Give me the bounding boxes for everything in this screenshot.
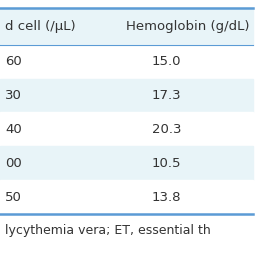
- Text: 13.8: 13.8: [151, 191, 181, 204]
- Bar: [0, 146, 253, 180]
- Text: 00: 00: [5, 157, 22, 170]
- Text: 17.3: 17.3: [151, 89, 181, 102]
- Text: 10.5: 10.5: [151, 157, 181, 170]
- Bar: [0, 45, 253, 79]
- Text: 50: 50: [5, 191, 22, 204]
- Text: d cell (/μL): d cell (/μL): [5, 20, 76, 33]
- Text: lycythemia vera; ET, essential th: lycythemia vera; ET, essential th: [5, 224, 211, 237]
- Bar: [0, 180, 253, 214]
- Text: 15.0: 15.0: [151, 55, 181, 68]
- Text: 60: 60: [5, 55, 22, 68]
- Text: 30: 30: [5, 89, 22, 102]
- Text: 20.3: 20.3: [151, 123, 181, 136]
- Bar: [0, 8, 253, 45]
- Bar: [0, 79, 253, 112]
- Bar: [0, 112, 253, 146]
- Text: 40: 40: [5, 123, 22, 136]
- Text: Hemoglobin (g/dL): Hemoglobin (g/dL): [126, 20, 250, 33]
